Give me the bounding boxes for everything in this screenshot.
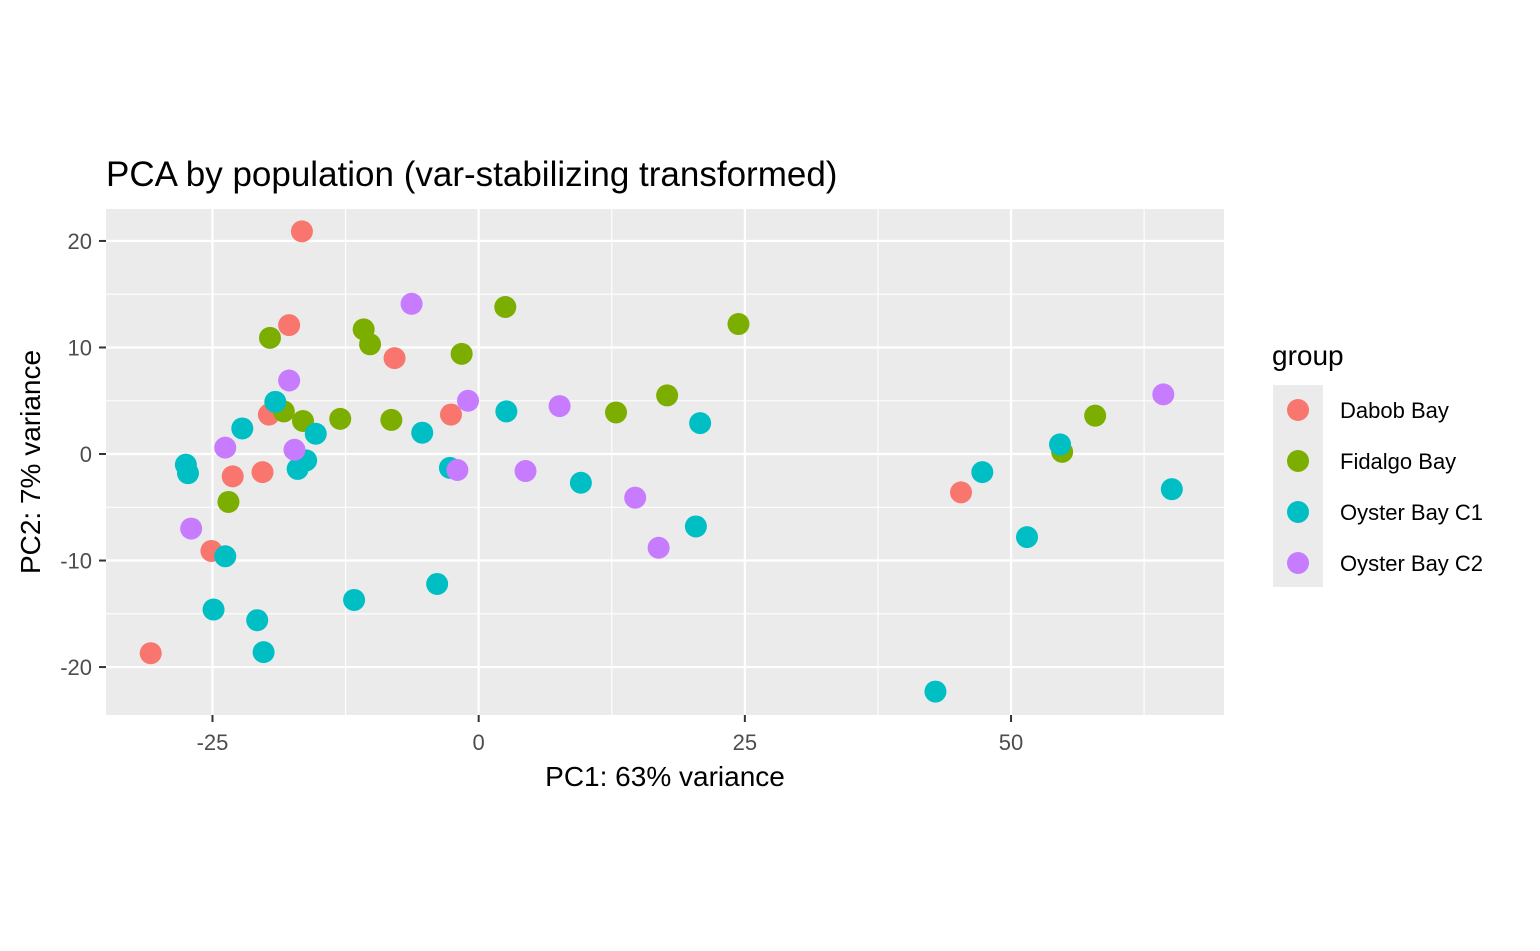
legend-items: Dabob Bay Fidalgo Bay Oyster Bay C1 Oyster … xyxy=(1287,398,1483,576)
point-oyster-bay-c2 xyxy=(283,438,306,461)
point-oyster-bay-c1 xyxy=(684,515,707,538)
point-fidalgo-bay xyxy=(380,408,403,431)
point-oyster-bay-c2 xyxy=(214,436,237,459)
point-oyster-bay-c1 xyxy=(286,457,309,480)
point-dabob-bay xyxy=(383,347,406,370)
point-fidalgo-bay xyxy=(217,490,240,513)
point-oyster-bay-c2 xyxy=(180,517,203,540)
point-fidalgo-bay xyxy=(258,326,281,349)
x-axis: -25 0 25 50 xyxy=(197,715,1023,755)
chart-title: PCA by population (var-stabilizing trans… xyxy=(106,155,837,194)
x-tick-label: 50 xyxy=(999,730,1023,755)
point-oyster-bay-c1 xyxy=(689,412,712,435)
panel-background xyxy=(106,209,1224,715)
legend-title: group xyxy=(1272,340,1344,371)
point-oyster-bay-c1 xyxy=(176,462,199,485)
point-oyster-bay-c2 xyxy=(647,536,670,559)
point-dabob-bay xyxy=(950,481,973,504)
point-fidalgo-bay xyxy=(656,384,679,407)
point-oyster-bay-c2 xyxy=(514,460,537,483)
x-tick-label: 25 xyxy=(733,730,757,755)
point-fidalgo-bay xyxy=(605,401,628,424)
legend-label-fidalgo-bay: Fidalgo Bay xyxy=(1340,449,1456,474)
point-fidalgo-bay xyxy=(727,313,750,336)
x-axis-title: PC1: 63% variance xyxy=(545,761,785,792)
point-oyster-bay-c1 xyxy=(495,400,518,423)
point-oyster-bay-c1 xyxy=(1016,526,1039,549)
point-dabob-bay xyxy=(251,461,274,484)
y-tick-label: 0 xyxy=(80,442,92,467)
point-dabob-bay xyxy=(221,465,244,488)
point-dabob-bay xyxy=(139,642,162,665)
point-oyster-bay-c1 xyxy=(924,680,947,703)
point-dabob-bay xyxy=(290,220,313,243)
point-oyster-bay-c1 xyxy=(1049,433,1072,456)
legend-label-dabob-bay: Dabob Bay xyxy=(1340,398,1449,423)
major-gridlines xyxy=(106,209,1224,715)
point-oyster-bay-c1 xyxy=(231,417,254,440)
point-oyster-bay-c1 xyxy=(214,545,237,568)
legend-key-oyster-bay-c2 xyxy=(1287,552,1309,574)
point-oyster-bay-c1 xyxy=(304,422,327,445)
legend-key-oyster-bay-c1 xyxy=(1287,501,1309,523)
point-oyster-bay-c1 xyxy=(1160,478,1183,501)
x-tick-label: -25 xyxy=(197,730,229,755)
point-oyster-bay-c2 xyxy=(400,292,423,315)
point-oyster-bay-c1 xyxy=(264,390,287,413)
legend: group Dabob Bay Fidalgo Bay Oyster Bay C1 O… xyxy=(1272,340,1483,587)
legend-key-dabob-bay xyxy=(1287,399,1309,421)
point-oyster-bay-c2 xyxy=(457,389,480,412)
point-oyster-bay-c1 xyxy=(411,421,434,444)
point-fidalgo-bay xyxy=(1084,404,1107,427)
y-axis-title: PC2: 7% variance xyxy=(15,350,46,574)
point-oyster-bay-c2 xyxy=(446,458,469,481)
point-oyster-bay-c2 xyxy=(1152,383,1175,406)
point-oyster-bay-c1 xyxy=(246,609,269,632)
minor-gridlines xyxy=(106,209,1224,715)
point-oyster-bay-c2 xyxy=(548,395,571,418)
point-fidalgo-bay xyxy=(329,407,352,430)
y-axis: -20 -10 0 10 20 xyxy=(60,229,106,680)
y-tick-label: 20 xyxy=(68,229,92,254)
point-fidalgo-bay xyxy=(359,333,382,356)
point-oyster-bay-c2 xyxy=(624,486,647,509)
point-dabob-bay xyxy=(278,314,301,337)
x-tick-label: 0 xyxy=(473,730,485,755)
legend-label-oyster-bay-c1: Oyster Bay C1 xyxy=(1340,500,1483,525)
data-points xyxy=(139,220,1183,703)
point-oyster-bay-c1 xyxy=(343,588,366,611)
point-fidalgo-bay xyxy=(494,296,517,319)
point-oyster-bay-c1 xyxy=(252,641,275,664)
point-oyster-bay-c1 xyxy=(202,598,225,621)
point-oyster-bay-c1 xyxy=(426,572,449,595)
legend-key-fidalgo-bay xyxy=(1287,450,1309,472)
point-oyster-bay-c2 xyxy=(278,369,301,392)
point-fidalgo-bay xyxy=(450,342,473,365)
legend-label-oyster-bay-c2: Oyster Bay C2 xyxy=(1340,551,1483,576)
point-oyster-bay-c1 xyxy=(569,471,592,494)
y-tick-label: 10 xyxy=(68,335,92,360)
y-tick-label: -20 xyxy=(60,655,92,680)
y-tick-label: -10 xyxy=(60,549,92,574)
point-dabob-bay xyxy=(439,403,462,426)
point-oyster-bay-c1 xyxy=(971,461,994,484)
